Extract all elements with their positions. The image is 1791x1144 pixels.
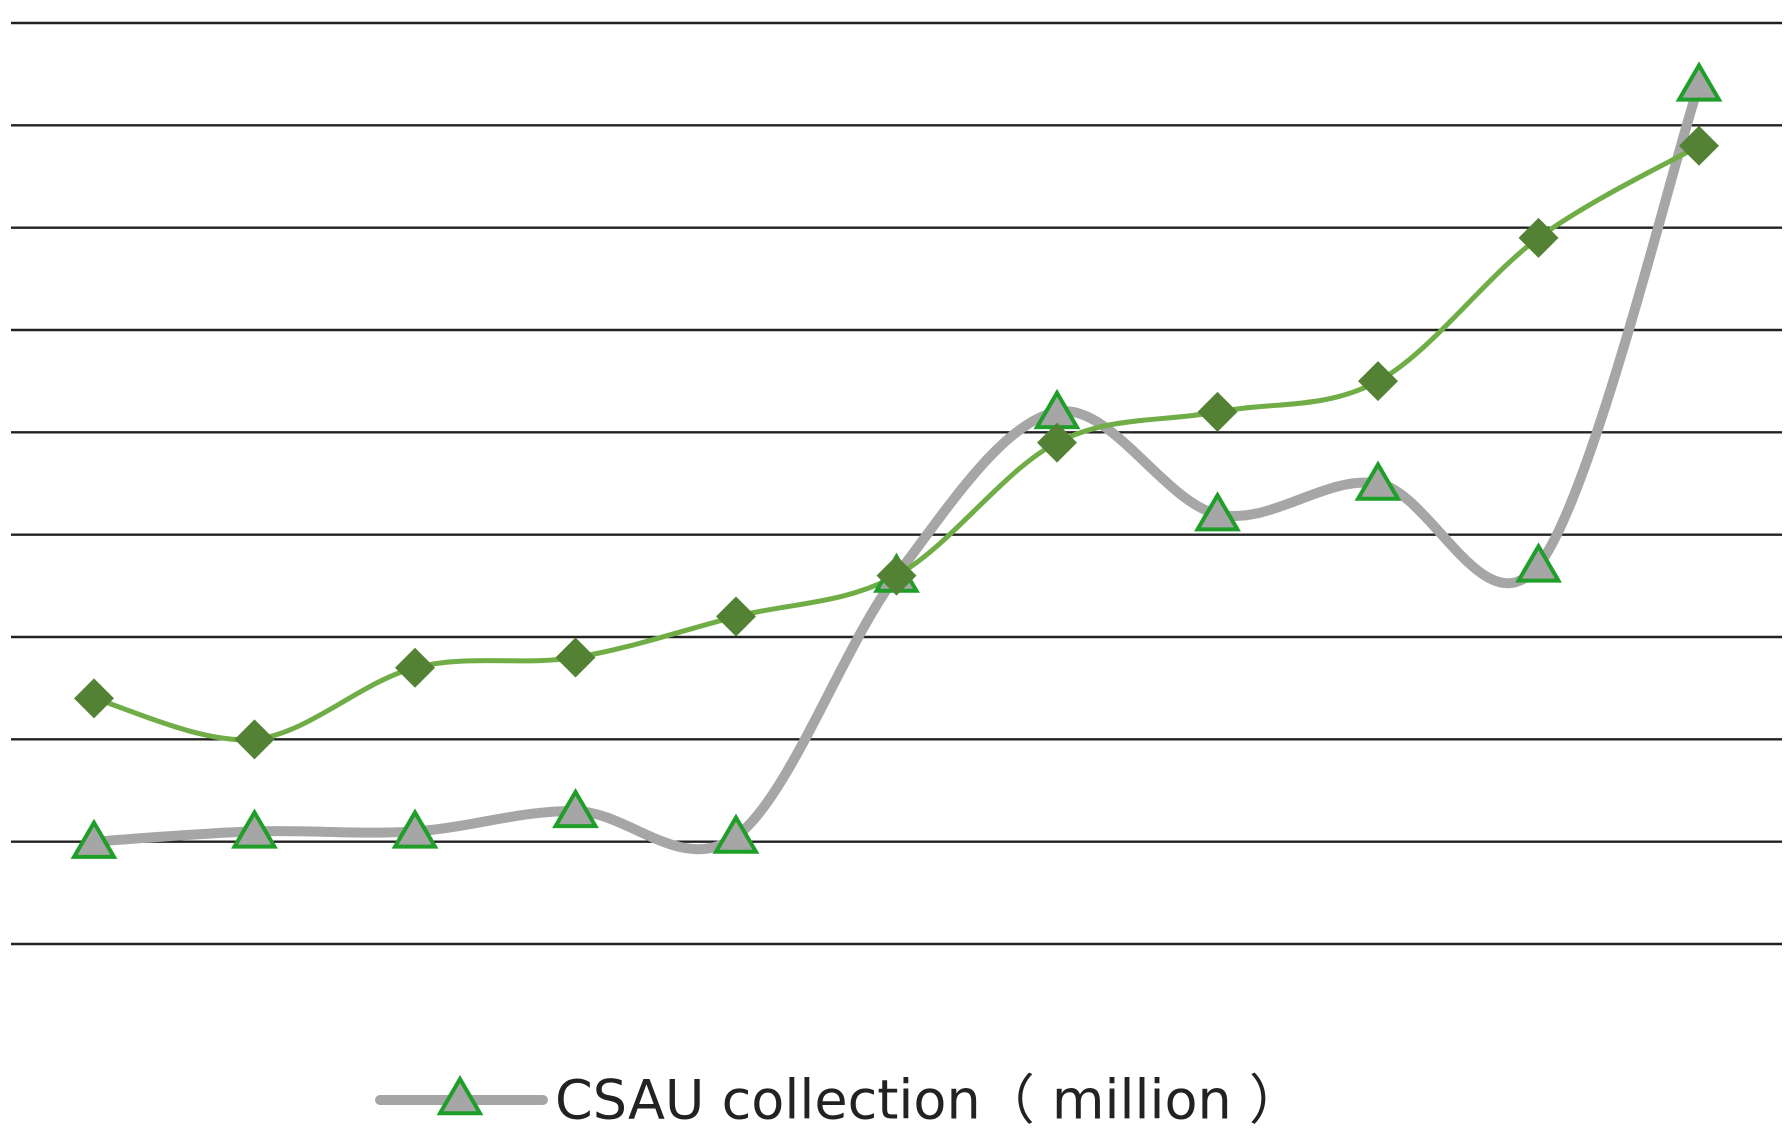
triangle-marker [1354,460,1402,501]
legend-label: CSAU collection（ million ） [555,1069,1303,1132]
triangle-marker [436,1075,484,1116]
diamond-marker [1679,125,1719,166]
triangle-marker [552,787,599,829]
diamond-marker [1037,422,1077,463]
triangle-marker [391,808,439,849]
diamond-marker [74,678,114,719]
triangle-marker [712,813,760,854]
diamond-marker [1518,217,1559,258]
series-line [91,143,1702,743]
triangle-marker [231,808,278,849]
diamond-marker [876,555,917,596]
diamond-marker [1358,361,1398,402]
diamond-marker [555,637,596,678]
diamond-marker [1197,391,1238,432]
diamond-marker [716,596,756,637]
triangle-marker [70,818,118,859]
triangle-marker [1194,491,1241,532]
triangle-marker [1515,542,1562,583]
diamond-marker [395,647,435,688]
diamond-marker [234,719,275,760]
triangle-marker [1675,61,1723,102]
series-line [89,79,1704,855]
